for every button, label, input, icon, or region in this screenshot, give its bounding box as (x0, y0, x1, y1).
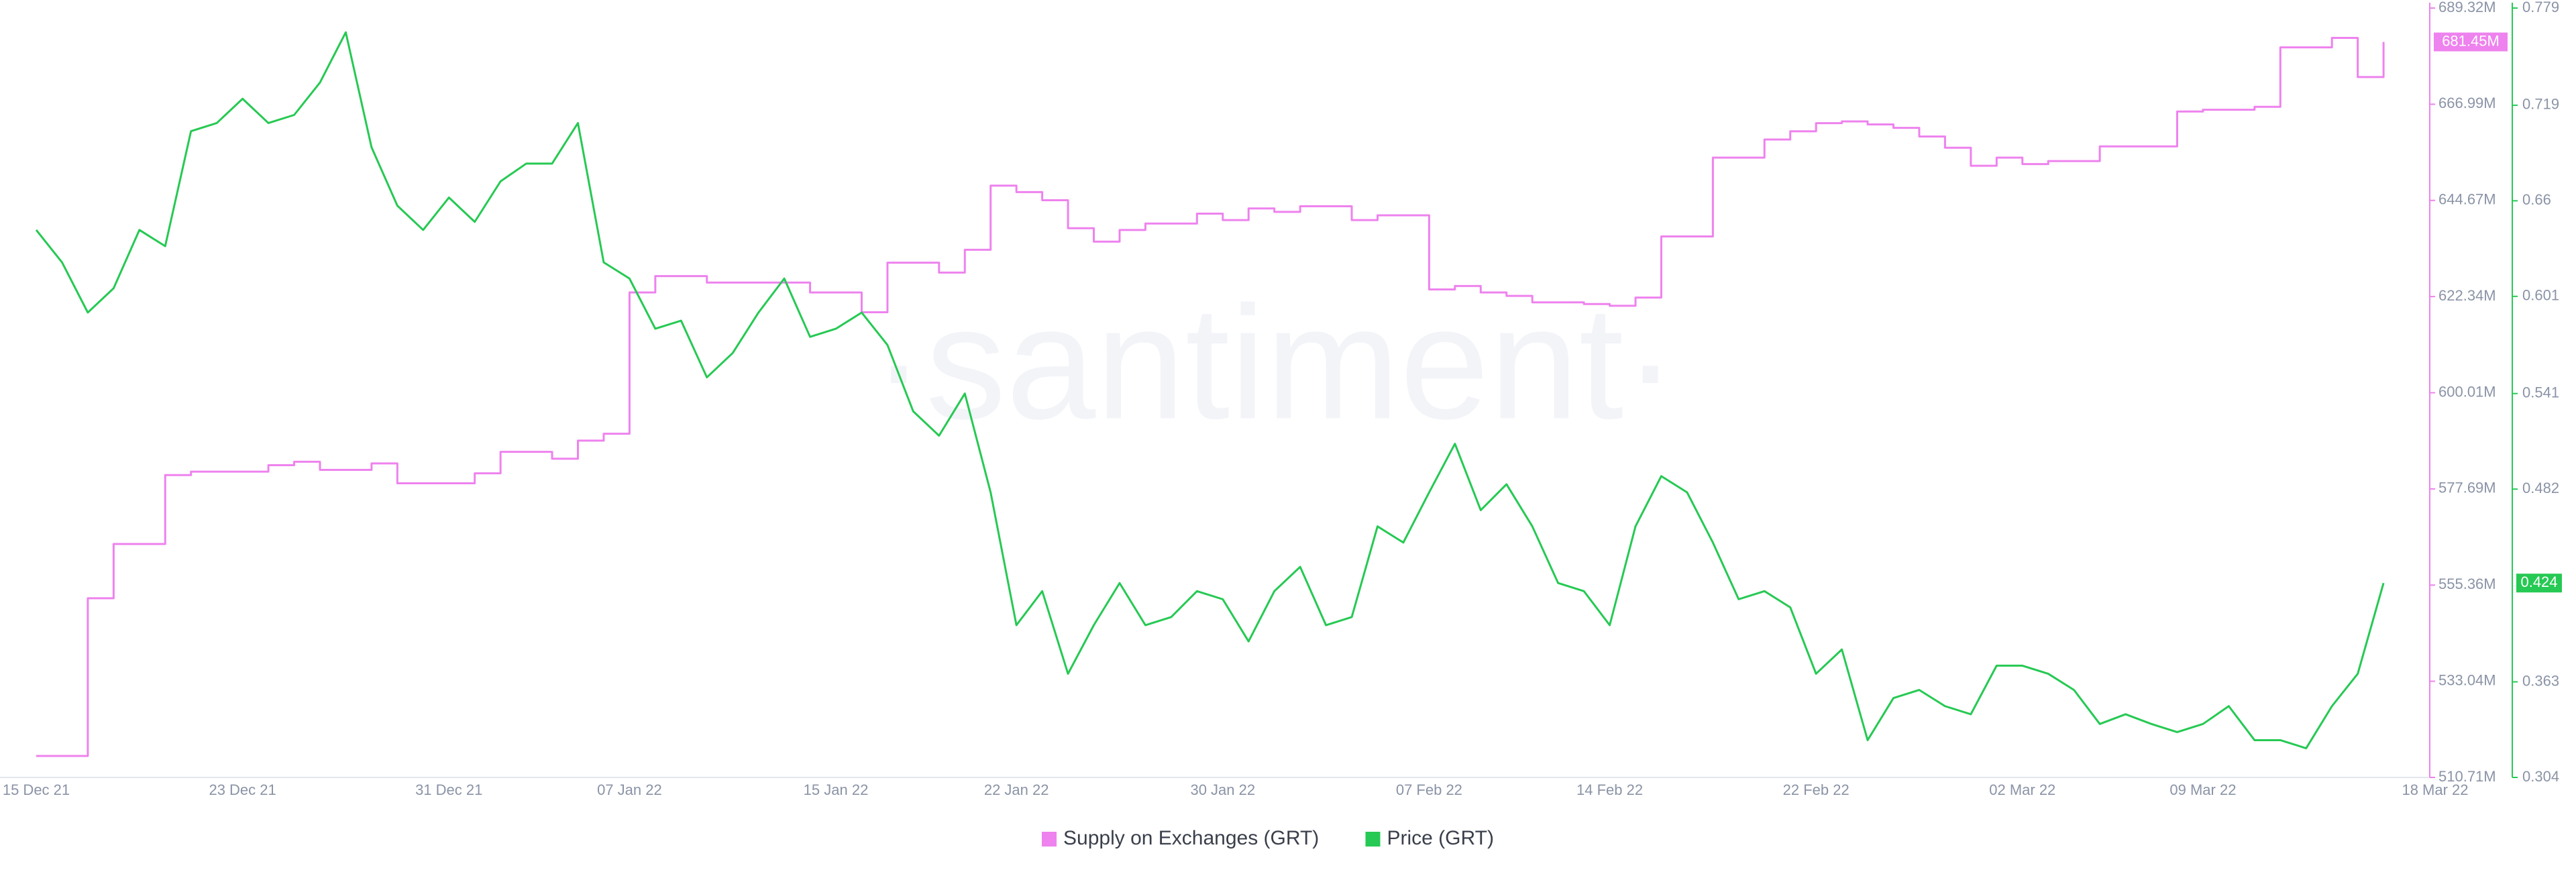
x-tick-label: 02 Mar 22 (1989, 781, 2055, 798)
y-tick-label: 510.71M (2438, 768, 2496, 785)
y-tick-label: 644.67M (2438, 191, 2496, 208)
y2-tick-label: 0.601 (2522, 287, 2559, 304)
y-tick-label: 533.04M (2438, 671, 2496, 688)
x-tick-label: 22 Jan 22 (984, 781, 1049, 798)
legend-item[interactable]: Price (GRT) (1365, 827, 1494, 849)
x-tick-label: 15 Dec 21 (3, 781, 70, 798)
legend: Supply on Exchanges (GRT) Price (GRT) (1042, 827, 1494, 849)
y2-tick-label: 0.779 (2522, 0, 2559, 15)
x-tick-label: 07 Feb 22 (1396, 781, 1462, 798)
legend-item[interactable]: Supply on Exchanges (GRT) (1042, 827, 1319, 849)
y2-tick-label: 0.719 (2522, 96, 2559, 113)
x-tick-label: 14 Feb 22 (1576, 781, 1643, 798)
x-tick-label: 22 Feb 22 (1783, 781, 1849, 798)
y-tick-label: 600.01M (2438, 383, 2496, 400)
x-tick-label: 23 Dec 21 (209, 781, 276, 798)
y2-tick-label: 0.304 (2522, 768, 2559, 785)
x-tick-label: 07 Jan 22 (597, 781, 662, 798)
value-badge (2516, 574, 2562, 593)
value-label: 681.45M (2442, 32, 2500, 49)
y2-tick-label: 0.363 (2522, 672, 2559, 689)
legend-swatch (1365, 832, 1381, 847)
legend-label: Price (GRT) (1387, 827, 1494, 849)
x-tick-label: 30 Jan 22 (1190, 781, 1255, 798)
y2-tick-label: 0.482 (2522, 480, 2559, 496)
legend-label: Supply on Exchanges (GRT) (1063, 827, 1319, 849)
y2-tick-label: 0.66 (2522, 191, 2551, 208)
y-tick-label: 666.99M (2438, 95, 2496, 111)
value-label: 0.424 (2520, 574, 2557, 590)
y-tick-label: 689.32M (2438, 0, 2496, 15)
x-tick-label: 15 Jan 22 (804, 781, 869, 798)
y2-tick-label: 0.541 (2522, 384, 2559, 401)
x-tick-label: 18 Mar 22 (2402, 781, 2468, 798)
x-tick-label: 09 Mar 22 (2169, 781, 2236, 798)
series-line (36, 36, 2385, 757)
series-line (35, 31, 2385, 750)
y-tick-label: 577.69M (2438, 480, 2496, 496)
value-badge (2434, 32, 2508, 52)
watermark: ·santiment· (872, 272, 1677, 452)
y-tick-label: 555.36M (2438, 576, 2496, 592)
legend-swatch (1042, 832, 1057, 847)
x-tick-label: 31 Dec 21 (415, 781, 482, 798)
y-tick-label: 622.34M (2438, 287, 2496, 304)
